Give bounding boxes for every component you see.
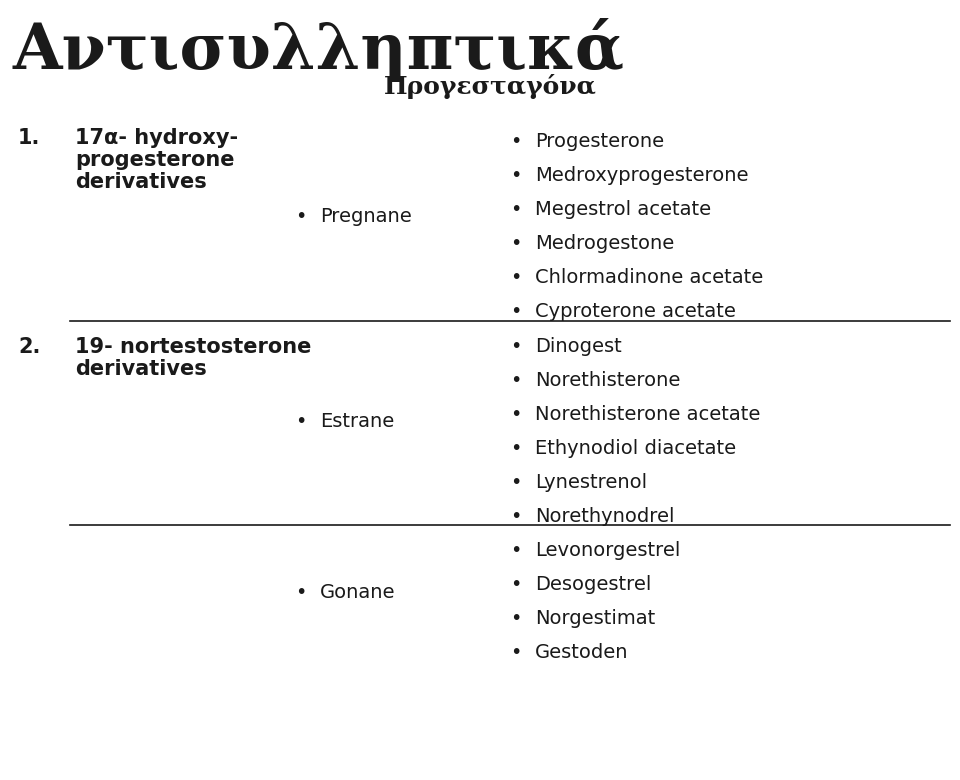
Text: •: • bbox=[510, 132, 521, 151]
Text: •: • bbox=[510, 609, 521, 629]
Text: •: • bbox=[510, 541, 521, 560]
Text: Ethynodiol diacetate: Ethynodiol diacetate bbox=[535, 438, 736, 458]
Text: Αντισυλληπτικά: Αντισυλληπτικά bbox=[12, 18, 624, 82]
Text: 17α- hydroxy-: 17α- hydroxy- bbox=[75, 128, 238, 148]
Text: Προγεσταγόνα: Προγεσταγόνα bbox=[384, 74, 596, 99]
Text: derivatives: derivatives bbox=[75, 359, 206, 379]
Text: •: • bbox=[510, 268, 521, 287]
Text: Medrogestone: Medrogestone bbox=[535, 234, 674, 253]
Text: derivatives: derivatives bbox=[75, 172, 206, 192]
Text: Lynestrenol: Lynestrenol bbox=[535, 473, 647, 491]
Text: 1.: 1. bbox=[18, 128, 40, 148]
Text: Gonane: Gonane bbox=[320, 583, 396, 602]
Text: •: • bbox=[510, 438, 521, 458]
Text: •: • bbox=[295, 412, 306, 431]
Text: Dinogest: Dinogest bbox=[535, 337, 622, 356]
Text: •: • bbox=[510, 370, 521, 390]
Text: Norgestimat: Norgestimat bbox=[535, 609, 656, 629]
Text: Megestrol acetate: Megestrol acetate bbox=[535, 200, 711, 219]
Text: •: • bbox=[295, 583, 306, 602]
Text: Pregnane: Pregnane bbox=[320, 207, 412, 226]
Text: •: • bbox=[510, 644, 521, 662]
Text: Desogestrel: Desogestrel bbox=[535, 576, 652, 594]
Text: •: • bbox=[510, 302, 521, 321]
Text: •: • bbox=[510, 405, 521, 424]
Text: Cyproterone acetate: Cyproterone acetate bbox=[535, 302, 736, 321]
Text: progesterone: progesterone bbox=[75, 150, 234, 170]
Text: •: • bbox=[510, 576, 521, 594]
Text: Chlormadinone acetate: Chlormadinone acetate bbox=[535, 268, 763, 287]
Text: •: • bbox=[295, 207, 306, 226]
Text: 19- nortestosterone: 19- nortestosterone bbox=[75, 337, 311, 356]
Text: Gestoden: Gestoden bbox=[535, 644, 629, 662]
Text: Medroxyprogesterone: Medroxyprogesterone bbox=[535, 166, 749, 185]
Text: •: • bbox=[510, 507, 521, 526]
Text: Norethisterone acetate: Norethisterone acetate bbox=[535, 405, 760, 424]
Text: Estrane: Estrane bbox=[320, 412, 395, 431]
Text: •: • bbox=[510, 200, 521, 219]
Text: Norethynodrel: Norethynodrel bbox=[535, 507, 675, 526]
Text: Progesterone: Progesterone bbox=[535, 132, 664, 151]
Text: •: • bbox=[510, 473, 521, 491]
Text: •: • bbox=[510, 166, 521, 185]
Text: Levonorgestrel: Levonorgestrel bbox=[535, 541, 681, 560]
Text: 2.: 2. bbox=[18, 337, 40, 356]
Text: •: • bbox=[510, 337, 521, 356]
Text: Norethisterone: Norethisterone bbox=[535, 370, 681, 390]
Text: •: • bbox=[510, 234, 521, 253]
